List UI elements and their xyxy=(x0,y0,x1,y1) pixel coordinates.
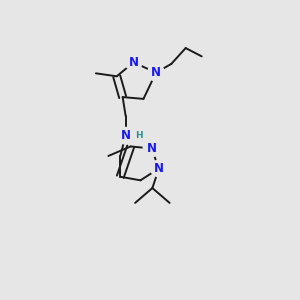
Text: N: N xyxy=(151,66,161,79)
Circle shape xyxy=(143,140,160,157)
Text: N: N xyxy=(129,56,139,69)
Circle shape xyxy=(151,160,167,177)
Circle shape xyxy=(148,64,164,81)
Text: N: N xyxy=(154,162,164,175)
Circle shape xyxy=(125,54,142,70)
Text: N: N xyxy=(146,142,157,155)
Text: H: H xyxy=(135,131,143,140)
Text: N: N xyxy=(121,129,130,142)
Circle shape xyxy=(117,128,134,144)
